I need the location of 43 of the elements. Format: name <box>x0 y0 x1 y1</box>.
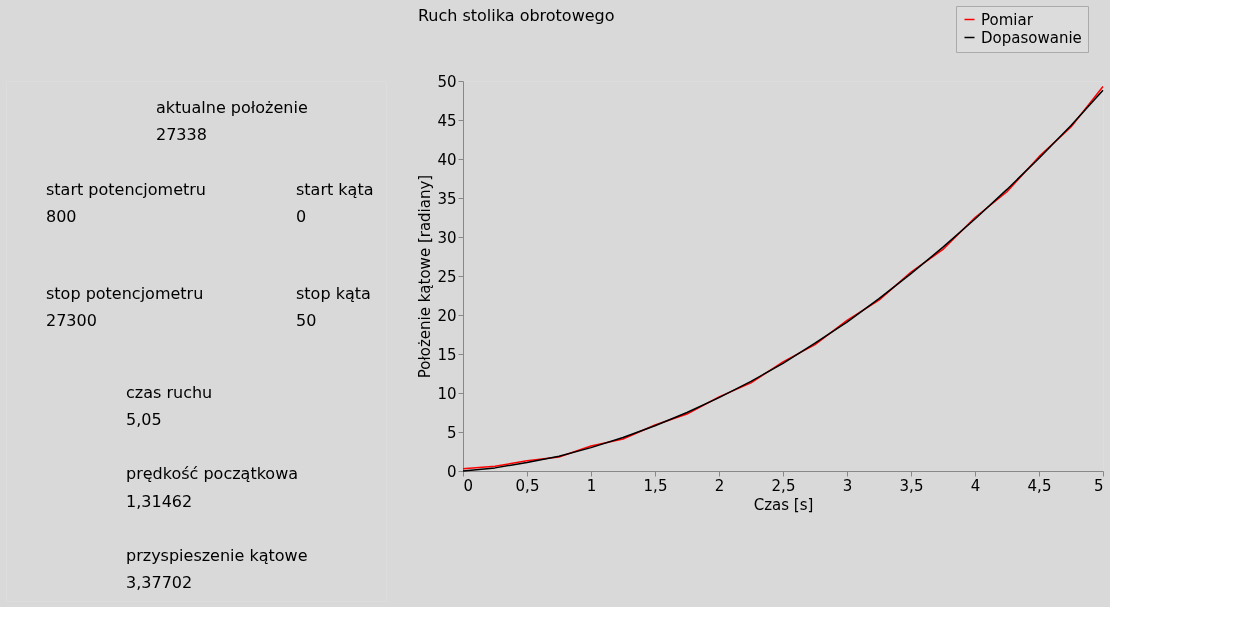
y-tick-label: 5 <box>446 423 457 442</box>
text: 800 <box>46 206 77 226</box>
x-tick-label: 5 <box>1093 476 1104 495</box>
text: 3,37702 <box>126 572 193 592</box>
y-tick-label: 40 <box>437 150 457 169</box>
y-tick-label: 50 <box>437 72 457 91</box>
text: prędkość początkowa <box>126 464 299 484</box>
x-tick-label: 1,5 <box>643 476 668 495</box>
y-tick-label: 15 <box>437 345 457 364</box>
y-tick-label: 25 <box>437 267 457 286</box>
text: stop kąta <box>296 283 371 303</box>
text: czas ruchu <box>126 383 213 402</box>
x-axis-title: Czas [s] <box>753 495 814 514</box>
text: 50 <box>296 310 317 330</box>
y-tick-label: 30 <box>437 228 457 247</box>
text: 27300 <box>46 310 97 330</box>
legend-label: Pomiar <box>981 10 1034 29</box>
x-tick-label: 1 <box>586 476 597 495</box>
text: 0 <box>296 206 307 226</box>
text: aktualne położenie <box>156 98 308 118</box>
x-tick-label: 3,5 <box>899 476 924 495</box>
chart-title: Ruch stolika obrotowego <box>417 6 615 25</box>
x-tick-label: 0,5 <box>515 476 540 495</box>
y-axis-title: Położenie kątowe [radiany] <box>416 174 435 379</box>
y-tick-label: 45 <box>437 111 457 130</box>
text: 1,31462 <box>126 491 193 511</box>
x-tick-label: 4 <box>970 476 981 495</box>
legend-label: Dopasowanie <box>981 28 1082 47</box>
text: stop potencjometru <box>46 283 204 303</box>
x-tick-label: 4,5 <box>1027 476 1052 495</box>
y-tick-label: 10 <box>437 384 457 403</box>
text: 27338 <box>156 125 207 145</box>
y-tick-label: 0 <box>446 462 457 481</box>
x-tick-label: 3 <box>842 476 853 495</box>
y-tick-label: 20 <box>437 306 457 325</box>
x-tick-label: 0 <box>463 476 474 495</box>
y-tick-label: 35 <box>437 189 457 208</box>
text: start kąta <box>296 179 374 199</box>
text: przyspieszenie kątowe <box>126 545 308 565</box>
x-tick-label: 2,5 <box>771 476 796 495</box>
text: start potencjometru <box>46 179 207 199</box>
text: 5,05 <box>126 410 162 430</box>
x-tick-label: 2 <box>714 476 725 495</box>
